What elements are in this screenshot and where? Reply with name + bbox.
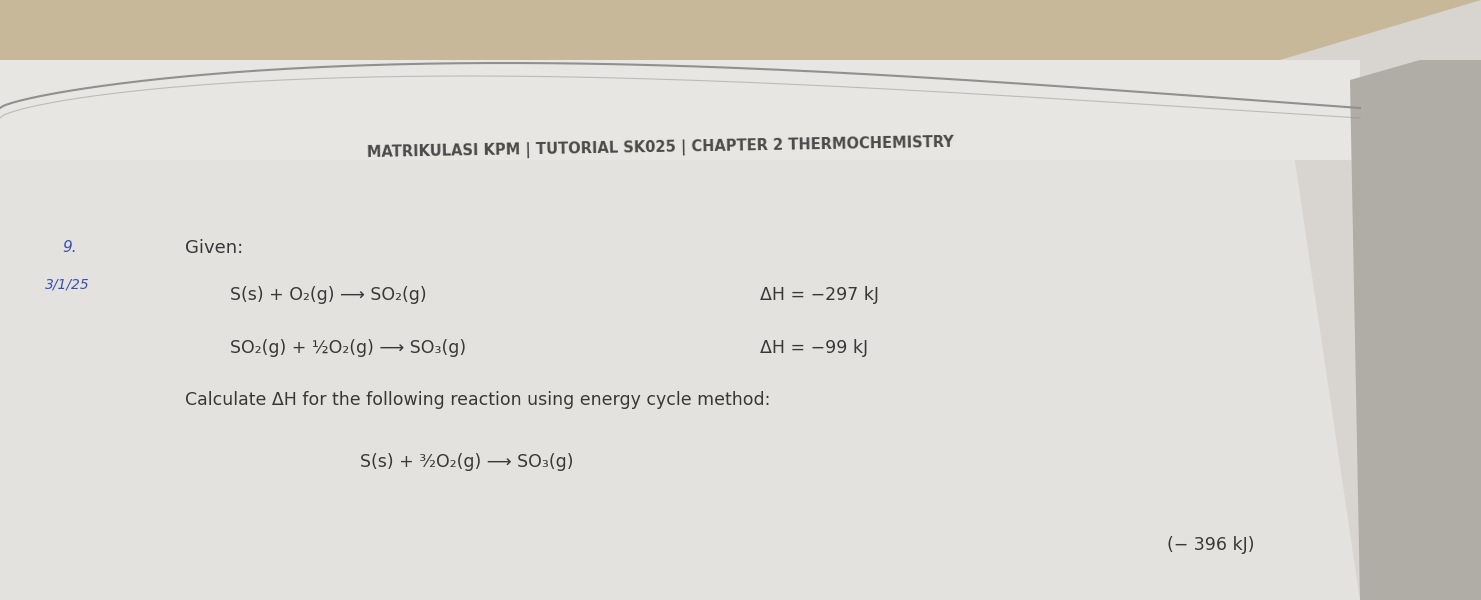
Text: S(s) + O₂(g) ⟶ SO₂(g): S(s) + O₂(g) ⟶ SO₂(g) xyxy=(230,286,427,304)
Polygon shape xyxy=(1280,0,1481,600)
Text: S(s) + ³⁄₂O₂(g) ⟶ SO₃(g): S(s) + ³⁄₂O₂(g) ⟶ SO₃(g) xyxy=(360,453,573,471)
Bar xyxy=(0,80,1360,600)
Text: 9.: 9. xyxy=(62,241,77,256)
Bar xyxy=(0,60,1360,160)
Text: 3/1/25: 3/1/25 xyxy=(44,278,90,292)
Polygon shape xyxy=(1351,60,1481,600)
Text: ΔH = −99 kJ: ΔH = −99 kJ xyxy=(760,339,868,357)
Text: MATRIKULASI KPM | TUTORIAL SK025 | CHAPTER 2 THERMOCHEMISTRY: MATRIKULASI KPM | TUTORIAL SK025 | CHAPT… xyxy=(366,135,954,161)
Text: Given:: Given: xyxy=(185,239,243,257)
Text: Calculate ΔH for the following reaction using energy cycle method:: Calculate ΔH for the following reaction … xyxy=(185,391,770,409)
Text: ΔH = −297 kJ: ΔH = −297 kJ xyxy=(760,286,880,304)
Bar xyxy=(0,0,1481,120)
Text: (− 396 kJ): (− 396 kJ) xyxy=(1167,536,1254,554)
Text: SO₂(g) + ½O₂(g) ⟶ SO₃(g): SO₂(g) + ½O₂(g) ⟶ SO₃(g) xyxy=(230,339,467,357)
